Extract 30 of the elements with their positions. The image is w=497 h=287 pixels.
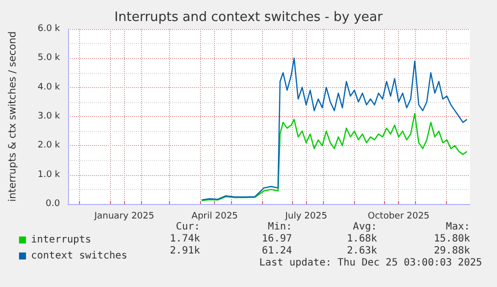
x-tick-label: January 2025 <box>93 212 154 222</box>
text: 29.88k <box>434 246 470 256</box>
y-tick-label: 2.0 k <box>38 140 61 151</box>
legend-label: context switches <box>31 250 128 262</box>
text: 2.63k <box>346 246 378 256</box>
text: Min: <box>268 222 292 232</box>
text: 61.24 <box>262 246 292 256</box>
line-series <box>201 58 468 201</box>
text: 1.68k <box>346 234 378 244</box>
y-axis-title: interrupts & ctx switches / second <box>8 31 18 202</box>
text: Last update: Thu Dec 25 03:00:03 2025 <box>259 258 482 268</box>
legend-label: interrupts <box>31 234 92 246</box>
chart-title: Interrupts and context switches - by year <box>114 10 384 25</box>
y-tick-label: 6.0 k <box>38 24 61 34</box>
y-tick-label: 3.0 k <box>38 112 61 122</box>
text: 2.91k <box>170 246 200 256</box>
text: 1.74k <box>170 234 200 244</box>
x-tick-label: April 2025 <box>192 212 238 222</box>
text: Avg: <box>352 222 378 232</box>
y-tick-label: 4.0 k <box>38 82 61 92</box>
text: Max: <box>446 222 470 232</box>
x-tick-label: July 2025 <box>284 212 328 222</box>
text: 16.97 <box>262 234 292 244</box>
y-tick-label: 1.0 k <box>38 170 61 180</box>
x-tick-label: October 2025 <box>368 212 430 222</box>
y-tick-label: 0.0 <box>46 199 60 209</box>
line-series <box>201 112 468 202</box>
text: 15.80k <box>434 234 470 244</box>
text: Cur: <box>176 222 200 232</box>
y-tick-label: 5.0 k <box>38 53 61 64</box>
